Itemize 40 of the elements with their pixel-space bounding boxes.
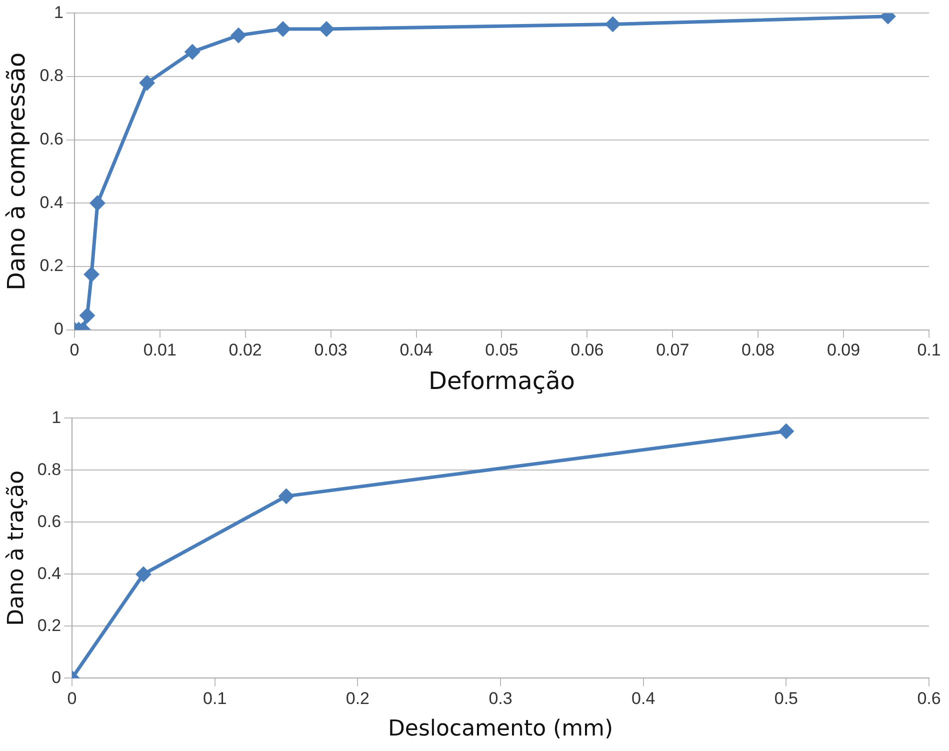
y-tick-label: 0.2 <box>40 256 64 276</box>
x-axis-title: Deslocamento (mm) <box>388 716 614 742</box>
x-tick-label: 0.1 <box>203 689 227 708</box>
y-tick-label: 0.8 <box>40 66 64 86</box>
x-tick-label: 0.07 <box>656 340 690 360</box>
x-tick-label: 0.05 <box>485 340 518 360</box>
x-tick-label: 0.04 <box>400 340 433 360</box>
x-tick-label: 0.09 <box>826 340 860 360</box>
y-tick-label: 0.8 <box>37 460 62 479</box>
y-tick-label: 0.4 <box>37 564 62 583</box>
y-tick-label: 1 <box>54 2 64 22</box>
point <box>274 21 291 38</box>
x-axis-title: Deformação <box>428 366 575 395</box>
y-tick-label: 0.6 <box>37 512 62 531</box>
x-tick-label: 0.02 <box>228 340 262 360</box>
x-tick-label: 0.6 <box>917 689 941 708</box>
x-tick-label: 0.01 <box>143 340 176 360</box>
y-axis-title: Dano à compressão <box>2 52 31 291</box>
point <box>139 74 156 91</box>
point <box>184 44 200 60</box>
x-tick-label: 0.5 <box>774 689 798 708</box>
y-tick-label: 1 <box>52 408 62 427</box>
x-tick-label: 0 <box>70 340 80 360</box>
y-tick-label: 0.6 <box>40 130 64 149</box>
x-tick-label: 0.06 <box>570 340 604 360</box>
x-tick-label: 0.4 <box>632 689 656 708</box>
x-tick-label: 0.03 <box>314 340 348 360</box>
x-tick-label: 0.2 <box>346 689 370 708</box>
x-tick-label: 0.08 <box>742 340 775 360</box>
x-tick-label: 0 <box>67 689 77 708</box>
x-tick-label: 0.3 <box>488 689 512 708</box>
point <box>230 27 247 44</box>
y-tick-label: 0.4 <box>40 192 64 212</box>
x-tick-label: 0.1 <box>917 340 941 360</box>
point <box>604 16 621 32</box>
y-axis-title: Dano à tração <box>4 470 29 626</box>
y-tick-label: 0 <box>54 319 64 338</box>
y-tick-label: 0 <box>52 668 62 687</box>
point <box>318 21 335 38</box>
y-tick-label: 0.2 <box>37 616 62 635</box>
